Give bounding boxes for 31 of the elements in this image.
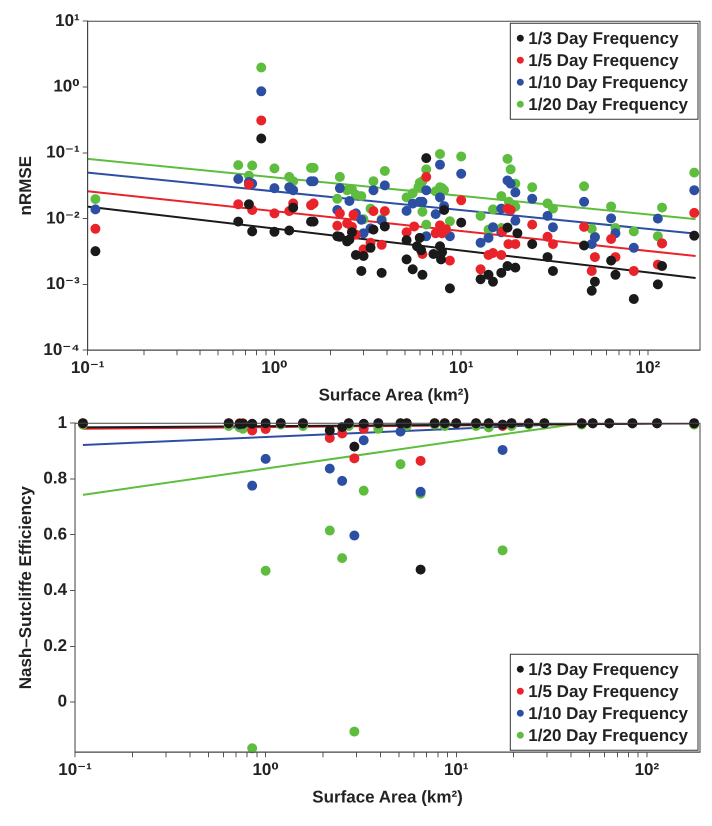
x-axis-title: Surface Area (km²) xyxy=(318,385,470,404)
y-tick-label: 10⁻² xyxy=(46,208,80,228)
legend-label: 1/20 Day Frequency xyxy=(528,94,689,114)
y-tick-label: 10⁻⁴ xyxy=(43,340,80,359)
y-tick-label: 0 xyxy=(58,692,68,711)
y-tick-label: 10⁰ xyxy=(53,76,80,96)
y-tick-label: 0.4 xyxy=(43,580,68,600)
y-tick-label: 10⁻³ xyxy=(46,274,80,294)
x-tick-label: 10² xyxy=(636,358,661,378)
y-tick-label: 0.6 xyxy=(43,524,68,544)
legend-label: 1/10 Day Frequency xyxy=(528,72,689,92)
x-tick-label: 10¹ xyxy=(448,358,474,378)
legend-label: 1/5 Day Frequency xyxy=(528,682,680,701)
y-tick-label: 10¹ xyxy=(55,10,80,30)
x-tick-label: 10⁰ xyxy=(261,358,288,378)
legend-label: 1/5 Day Frequency xyxy=(528,50,680,70)
legend-label: 1/20 Day Frequency xyxy=(528,726,689,745)
x-tick-label: 10⁰ xyxy=(252,760,279,780)
x-axis-title: Surface Area (km²) xyxy=(312,787,463,806)
y-tick-label: 1 xyxy=(58,412,68,432)
y-axis-title: nRMSE xyxy=(16,156,35,216)
y-tick-label: 0.8 xyxy=(43,468,68,488)
legend-label: 1/3 Day Frequency xyxy=(528,660,680,679)
legend-label: 1/10 Day Frequency xyxy=(528,704,689,723)
x-tick-label: 10⁻¹ xyxy=(70,358,105,378)
y-axis-title: Nash–Sutcliffe Efficiency xyxy=(16,486,35,690)
y-tick-label: 0.2 xyxy=(43,636,68,655)
x-tick-label: 10¹ xyxy=(444,760,469,780)
y-tick-label: 10⁻¹ xyxy=(46,142,80,162)
x-tick-label: 10² xyxy=(634,760,660,780)
legend-label: 1/3 Day Frequency xyxy=(528,28,680,48)
